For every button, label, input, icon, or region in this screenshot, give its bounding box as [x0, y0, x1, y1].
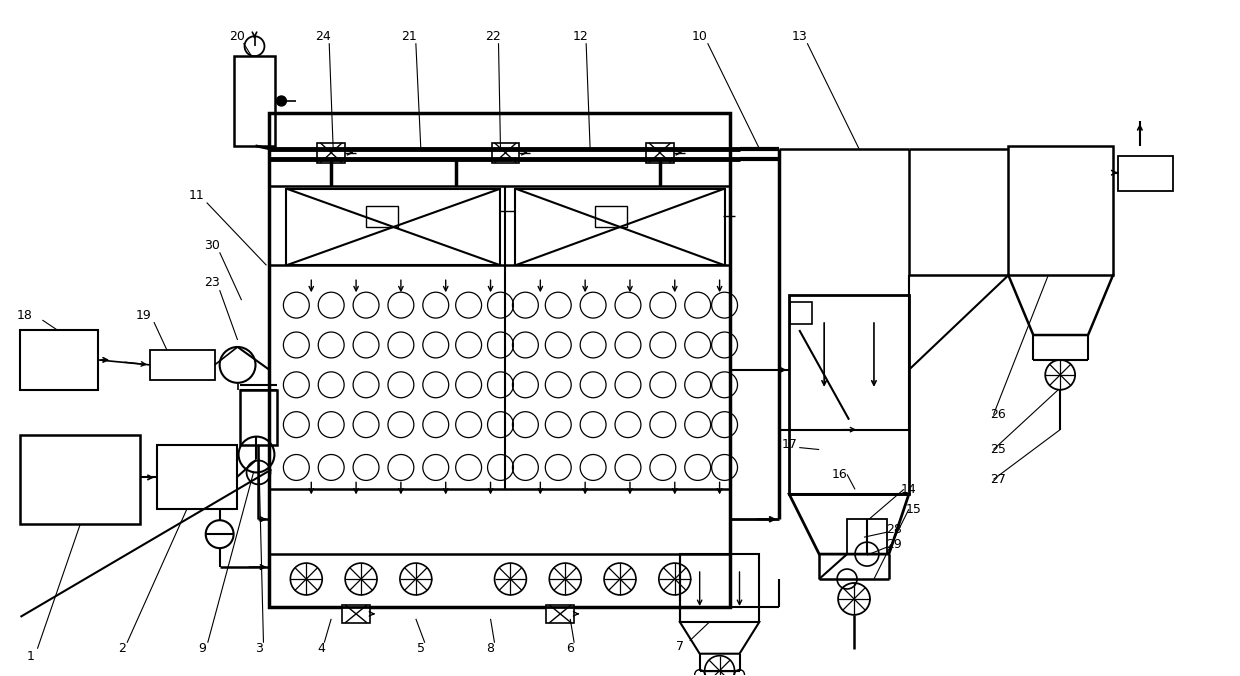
- Bar: [595, 206, 627, 227]
- Text: 10: 10: [692, 30, 708, 43]
- Text: 16: 16: [831, 468, 847, 481]
- Bar: [790, 295, 909, 494]
- Bar: [157, 445, 237, 509]
- Text: 26: 26: [991, 408, 1007, 421]
- Bar: [269, 113, 729, 607]
- Text: 17: 17: [781, 438, 797, 451]
- Text: 4: 4: [317, 642, 325, 655]
- Text: 9: 9: [198, 642, 206, 655]
- Bar: [1008, 146, 1114, 275]
- Bar: [1118, 155, 1173, 191]
- Bar: [21, 330, 98, 390]
- Text: 29: 29: [887, 537, 901, 551]
- Bar: [317, 143, 345, 163]
- Text: 27: 27: [991, 473, 1007, 486]
- Text: 3: 3: [255, 642, 263, 655]
- Text: 28: 28: [885, 523, 901, 535]
- Bar: [547, 605, 574, 623]
- Bar: [239, 390, 278, 445]
- Bar: [21, 435, 140, 524]
- Text: 12: 12: [573, 30, 588, 43]
- Text: 14: 14: [901, 483, 916, 496]
- Bar: [491, 143, 520, 163]
- Text: 11: 11: [188, 189, 205, 202]
- Bar: [233, 56, 275, 146]
- Text: 24: 24: [315, 30, 331, 43]
- Text: 19: 19: [136, 309, 151, 322]
- Text: 15: 15: [906, 503, 921, 516]
- Text: 8: 8: [486, 642, 495, 655]
- Text: 20: 20: [228, 30, 244, 43]
- Text: 1: 1: [26, 650, 35, 663]
- Bar: [847, 519, 887, 554]
- Text: 21: 21: [401, 30, 417, 43]
- Text: 25: 25: [991, 443, 1007, 456]
- Bar: [680, 554, 759, 622]
- Bar: [286, 189, 501, 265]
- Text: 7: 7: [676, 640, 683, 653]
- Bar: [790, 302, 812, 324]
- Circle shape: [277, 96, 286, 106]
- Bar: [366, 206, 398, 227]
- Text: 2: 2: [118, 642, 126, 655]
- Text: 22: 22: [485, 30, 501, 43]
- Bar: [342, 605, 370, 623]
- Text: 23: 23: [203, 276, 219, 289]
- Text: 5: 5: [417, 642, 425, 655]
- Text: 6: 6: [567, 642, 574, 655]
- Bar: [150, 350, 215, 380]
- Bar: [646, 143, 673, 163]
- Bar: [516, 189, 724, 265]
- Text: 30: 30: [203, 239, 219, 252]
- Text: 18: 18: [16, 309, 32, 322]
- Text: 13: 13: [791, 30, 807, 43]
